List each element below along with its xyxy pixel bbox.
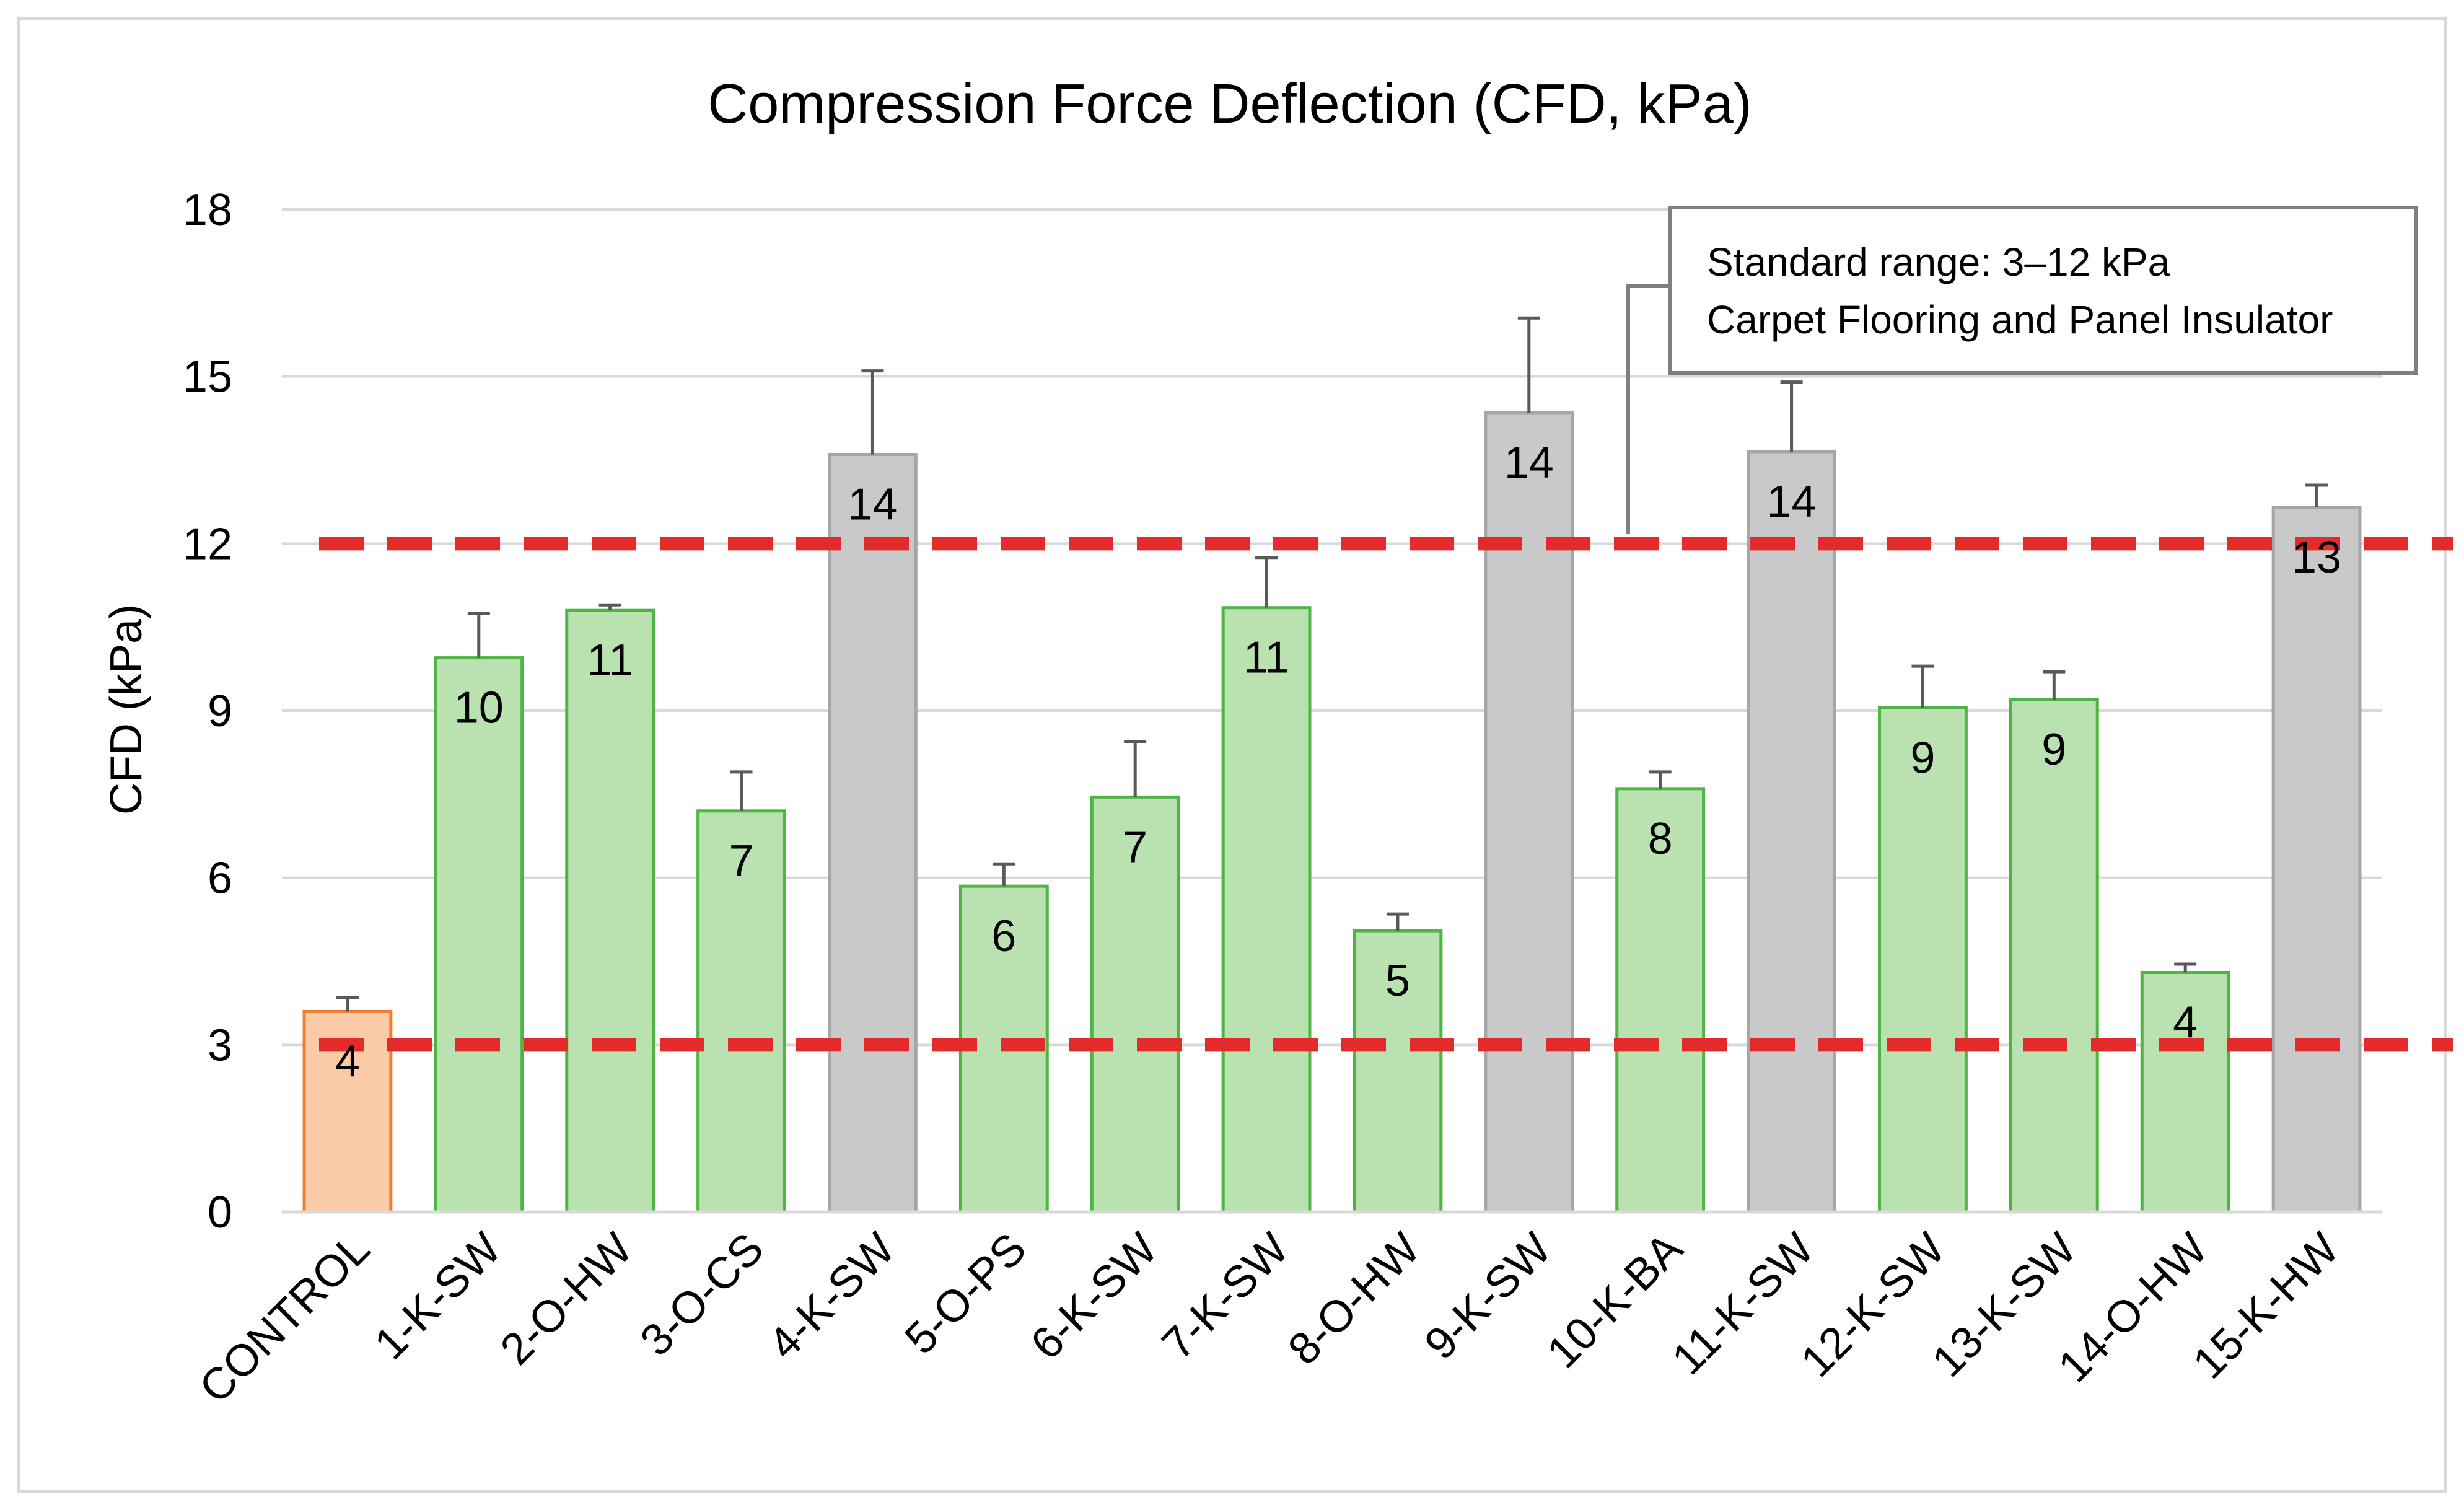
y-axis-label: CFD (kPa) bbox=[102, 604, 151, 815]
bar-12-k-sw bbox=[1878, 706, 1968, 1214]
bar-15-k-hw bbox=[2271, 506, 2362, 1214]
annotation-callout: Standard range: 3–12 kPa Carpet Flooring… bbox=[1626, 206, 2418, 534]
data-label-7-k-sw: 11 bbox=[1243, 633, 1290, 683]
bar-6-k-sw bbox=[1090, 795, 1180, 1214]
error-bars bbox=[336, 316, 2328, 1012]
chart-title: Compression Force Deflection (CFD, kPa) bbox=[708, 73, 1752, 135]
data-labels: 4 10 11 7 14 6 7 11 5 14 8 14 9 9 4 13 bbox=[335, 438, 2341, 1086]
data-label-4-k-sw: 14 bbox=[848, 480, 897, 530]
y-tick-label-6: 6 bbox=[208, 854, 232, 903]
bar-2-o-hw bbox=[565, 608, 655, 1214]
data-label-3-o-cs: 7 bbox=[729, 836, 754, 886]
bar-13-k-sw bbox=[2009, 698, 2099, 1214]
annotation-leader-line bbox=[1626, 284, 1670, 534]
data-label-2-o-hw: 11 bbox=[587, 636, 633, 685]
bar-9-k-sw bbox=[1484, 411, 1574, 1214]
data-label-13-k-sw: 9 bbox=[2041, 725, 2066, 775]
data-label-5-o-ps: 6 bbox=[991, 911, 1016, 961]
bar-3-o-cs bbox=[696, 809, 786, 1214]
data-label-15-k-hw: 13 bbox=[2292, 533, 2341, 582]
data-label-8-o-hw: 5 bbox=[1385, 956, 1410, 1006]
data-label-14-o-hw: 4 bbox=[2173, 998, 2198, 1047]
data-label-12-k-sw: 9 bbox=[1910, 734, 1935, 783]
data-label-11-k-sw: 14 bbox=[1767, 477, 1817, 527]
data-label-10-k-ba: 8 bbox=[1648, 814, 1673, 864]
data-label-6-k-sw: 7 bbox=[1123, 822, 1147, 872]
y-tick-label-3: 3 bbox=[208, 1021, 232, 1070]
bar-1-k-sw bbox=[434, 656, 524, 1214]
annotation-line-2: Carpet Flooring and Panel Insulator bbox=[1707, 297, 2333, 342]
annotation-box bbox=[1668, 206, 2418, 375]
data-label-control: 4 bbox=[335, 1037, 360, 1086]
y-tick-label-0: 0 bbox=[208, 1188, 232, 1237]
data-label-1-k-sw: 10 bbox=[454, 683, 504, 733]
annotation-line-1: Standard range: 3–12 kPa bbox=[1707, 240, 2170, 284]
y-axis-tick-labels: 0 3 6 9 12 15 18 bbox=[183, 185, 232, 1237]
bar-4-k-sw bbox=[828, 453, 918, 1214]
y-tick-label-15: 15 bbox=[183, 353, 232, 402]
bar-11-k-sw bbox=[1747, 450, 1836, 1214]
y-tick-label-9: 9 bbox=[208, 687, 232, 736]
y-tick-label-18: 18 bbox=[183, 185, 232, 235]
bar-10-k-ba bbox=[1615, 787, 1706, 1214]
data-label-9-k-sw: 14 bbox=[1504, 438, 1554, 488]
reference-lines bbox=[319, 537, 2453, 1052]
bar-7-k-sw bbox=[1221, 606, 1312, 1214]
y-tick-label-12: 12 bbox=[183, 519, 232, 569]
